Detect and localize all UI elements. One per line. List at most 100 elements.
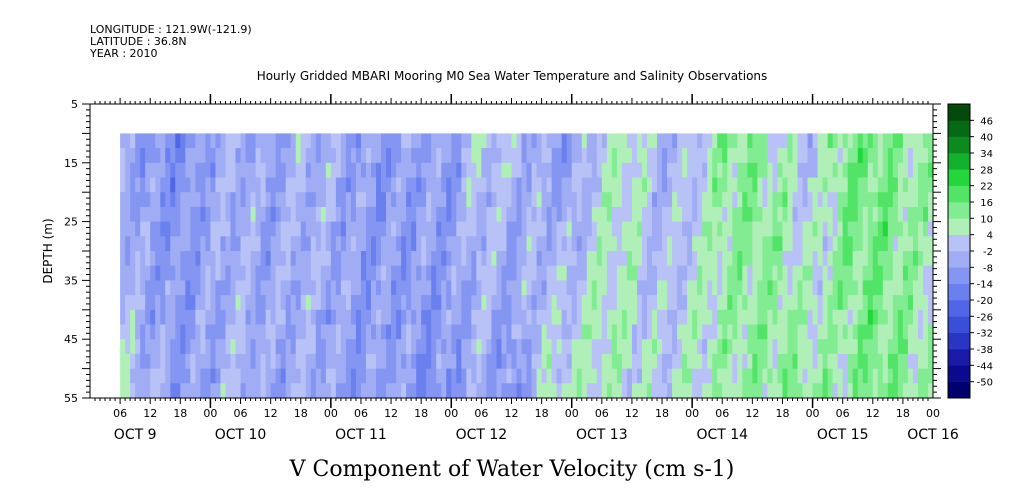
heatmap-cell <box>381 368 387 384</box>
heatmap-cell <box>596 368 603 384</box>
heatmap-cell <box>837 324 844 340</box>
heatmap-cell <box>847 368 854 384</box>
heatmap-cell <box>667 265 673 281</box>
heatmap-cell <box>406 383 412 399</box>
heatmap-cell <box>882 383 889 399</box>
heatmap-cell <box>396 353 402 369</box>
heatmap-cell <box>451 295 457 311</box>
heatmap-cell <box>702 177 708 193</box>
heatmap-cell <box>777 339 783 355</box>
heatmap-cell <box>340 177 347 193</box>
heatmap-cell <box>416 265 422 281</box>
heatmap-cell <box>305 206 312 222</box>
heatmap-cell <box>180 177 186 193</box>
heatmap-cell <box>566 265 573 281</box>
heatmap-cell <box>150 295 156 311</box>
heatmap-cell <box>702 383 708 399</box>
heatmap-cell <box>902 309 909 325</box>
heatmap-cell <box>842 162 849 178</box>
heatmap-cell <box>381 309 387 325</box>
heatmap-cell <box>401 353 407 369</box>
heatmap-cell <box>541 265 548 281</box>
heatmap-cell <box>295 177 302 193</box>
heatmap-cell <box>155 353 161 369</box>
heatmap-cell <box>697 177 703 193</box>
heatmap-cell <box>837 383 844 399</box>
heatmap-cell <box>401 251 407 267</box>
heatmap-cell <box>441 206 447 222</box>
heatmap-cell <box>812 162 818 178</box>
heatmap-cell <box>872 309 879 325</box>
heatmap-cell <box>672 383 678 399</box>
heatmap-cell <box>516 251 522 267</box>
heatmap-cell <box>581 148 588 164</box>
heatmap-cell <box>230 280 236 296</box>
colorbar-tick-label: 10 <box>980 214 993 225</box>
heatmap-cell <box>566 236 573 252</box>
heatmap-cell <box>155 280 161 296</box>
heatmap-cell <box>416 133 422 149</box>
heatmap-cell <box>285 339 292 355</box>
heatmap-cell <box>772 148 778 164</box>
heatmap-cell <box>717 265 723 281</box>
heatmap-cell <box>205 353 211 369</box>
heatmap-cell <box>150 265 156 281</box>
heatmap-cell <box>927 148 934 164</box>
heatmap-cell <box>541 148 548 164</box>
heatmap-cell <box>456 236 462 252</box>
heatmap-cell <box>657 353 663 369</box>
heatmap-cell <box>757 206 763 222</box>
heatmap-cell <box>140 251 146 267</box>
heatmap-cell <box>747 192 753 208</box>
x-hour-tick-label: 12 <box>866 407 880 420</box>
heatmap-cell <box>371 251 377 267</box>
heatmap-cell <box>255 221 262 237</box>
heatmap-cell <box>506 221 512 237</box>
heatmap-cell <box>150 148 156 164</box>
heatmap-cell <box>461 221 467 237</box>
heatmap-cell <box>330 295 337 311</box>
heatmap-cell <box>456 339 462 355</box>
heatmap-cell <box>862 309 869 325</box>
heatmap-cell <box>677 251 683 267</box>
heatmap-cell <box>556 133 563 149</box>
heatmap-cell <box>596 148 603 164</box>
heatmap-cell <box>702 133 708 149</box>
heatmap-cell <box>692 206 698 222</box>
heatmap-cell <box>245 206 251 222</box>
heatmap-cell <box>290 309 297 325</box>
heatmap-cell <box>862 251 869 267</box>
heatmap-cell <box>611 251 618 267</box>
heatmap-cell <box>145 148 151 164</box>
colorbar-tick-label: 34 <box>980 149 993 160</box>
heatmap-cell <box>360 206 367 222</box>
heatmap-cell <box>481 383 487 399</box>
heatmap-cell <box>697 251 703 267</box>
heatmap-cell <box>516 280 522 296</box>
heatmap-cell <box>315 236 322 252</box>
heatmap-cell <box>260 221 267 237</box>
heatmap-cell <box>551 221 558 237</box>
heatmap-cell <box>907 221 914 237</box>
heatmap-cell <box>636 251 643 267</box>
heatmap-cell <box>265 368 272 384</box>
heatmap-cell <box>300 265 307 281</box>
heatmap-cell <box>521 162 527 178</box>
heatmap-cell <box>245 339 251 355</box>
heatmap-cell <box>386 251 392 267</box>
heatmap-cell <box>180 295 186 311</box>
heatmap-cell <box>170 206 176 222</box>
heatmap-cell <box>441 265 447 281</box>
heatmap-cell <box>345 221 352 237</box>
heatmap-cell <box>737 368 743 384</box>
heatmap-cell <box>551 133 558 149</box>
heatmap-cell <box>787 221 793 237</box>
heatmap-cell <box>240 309 246 325</box>
heatmap-cell <box>381 339 387 355</box>
heatmap-cell <box>641 162 648 178</box>
heatmap-cell <box>667 206 673 222</box>
heatmap-cell <box>285 177 292 193</box>
colorbar-swatch <box>948 218 970 235</box>
heatmap-cell <box>275 177 282 193</box>
heatmap-cell <box>320 133 327 149</box>
